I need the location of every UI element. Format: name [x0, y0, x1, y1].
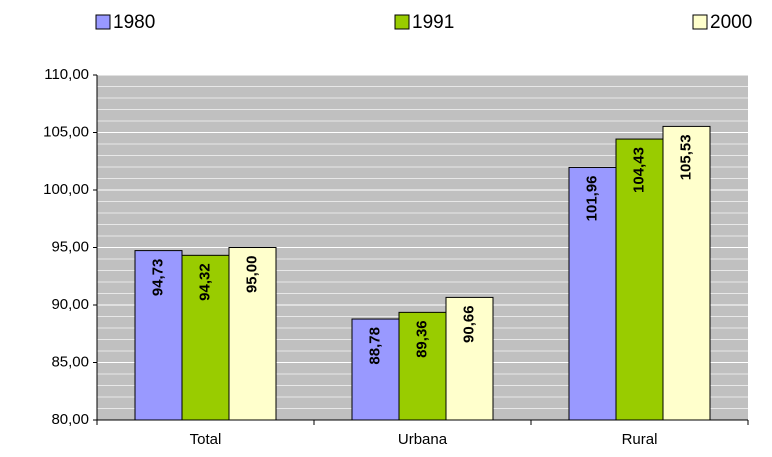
y-tick-label: 85,00 — [51, 353, 89, 370]
bar — [398, 311, 447, 421]
legend-swatch — [692, 14, 708, 30]
x-tick-label: Urbana — [398, 431, 448, 448]
legend-label: 1980 — [113, 12, 155, 33]
y-tick-label: 90,00 — [51, 296, 89, 313]
bar — [568, 166, 617, 421]
x-tick-label: Total — [190, 431, 222, 448]
data-label: 94,32 — [196, 263, 213, 301]
bar — [228, 247, 277, 421]
x-tick-label: Rural — [622, 431, 658, 448]
bar — [615, 138, 664, 421]
data-label: 104,43 — [630, 147, 647, 193]
y-tick-label: 105,00 — [43, 123, 89, 140]
y-tick-label: 80,00 — [51, 411, 89, 428]
data-label: 90,66 — [460, 305, 477, 343]
y-tick-label: 110,00 — [44, 66, 89, 83]
legend-swatch — [95, 14, 111, 30]
bar — [351, 318, 400, 421]
y-tick-label: 100,00 — [43, 181, 89, 198]
legend-label: 1991 — [412, 12, 454, 33]
data-label: 95,00 — [243, 256, 260, 294]
y-tick-label: 95,00 — [51, 238, 89, 255]
bar — [181, 254, 230, 421]
bar — [662, 125, 711, 421]
legend-swatch — [394, 14, 410, 30]
data-label: 88,78 — [366, 327, 383, 365]
legend-label: 2000 — [710, 12, 752, 33]
bar — [445, 296, 494, 421]
data-label: 105,53 — [677, 134, 694, 180]
data-label: 94,73 — [149, 259, 166, 297]
data-label: 89,36 — [413, 320, 430, 358]
data-label: 101,96 — [583, 175, 600, 221]
